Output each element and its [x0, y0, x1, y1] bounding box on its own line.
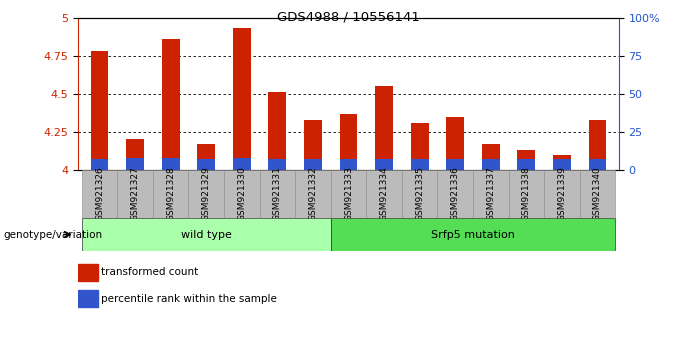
Bar: [482, 159, 500, 170]
Bar: [339, 114, 358, 170]
Bar: [367, 170, 402, 218]
Bar: [188, 170, 224, 218]
Bar: [233, 28, 251, 170]
Bar: [90, 159, 108, 170]
Bar: [330, 170, 367, 218]
Text: percentile rank within the sample: percentile rank within the sample: [101, 294, 277, 304]
Text: GSM921329: GSM921329: [202, 166, 211, 221]
Text: GSM921328: GSM921328: [166, 166, 175, 221]
Text: GSM921335: GSM921335: [415, 166, 424, 221]
Bar: [304, 120, 322, 170]
Text: GSM921327: GSM921327: [131, 166, 139, 221]
Bar: [446, 117, 464, 170]
Bar: [118, 170, 153, 218]
Bar: [589, 120, 607, 170]
Text: GSM921339: GSM921339: [558, 166, 566, 221]
Bar: [260, 170, 295, 218]
Bar: [579, 170, 615, 218]
Bar: [509, 170, 544, 218]
Bar: [78, 290, 98, 307]
Text: GSM921333: GSM921333: [344, 166, 353, 221]
Bar: [304, 159, 322, 170]
Text: wild type: wild type: [181, 229, 232, 240]
Bar: [402, 170, 437, 218]
Text: genotype/variation: genotype/variation: [3, 229, 103, 240]
Text: GSM921337: GSM921337: [486, 166, 495, 221]
Bar: [197, 144, 215, 170]
Bar: [269, 92, 286, 170]
Bar: [482, 144, 500, 170]
Bar: [269, 159, 286, 170]
Text: GDS4988 / 10556141: GDS4988 / 10556141: [277, 11, 420, 24]
Bar: [126, 139, 144, 170]
Text: GSM921334: GSM921334: [379, 166, 388, 221]
Text: GSM921331: GSM921331: [273, 166, 282, 221]
Bar: [197, 159, 215, 170]
Bar: [295, 170, 330, 218]
Bar: [90, 51, 108, 170]
Text: GSM921340: GSM921340: [593, 166, 602, 221]
Text: GSM921336: GSM921336: [451, 166, 460, 221]
Bar: [126, 158, 144, 170]
Bar: [162, 158, 180, 170]
Text: GSM921338: GSM921338: [522, 166, 531, 221]
Bar: [78, 264, 98, 281]
Bar: [411, 159, 428, 170]
Text: Srfp5 mutation: Srfp5 mutation: [431, 229, 515, 240]
Bar: [437, 170, 473, 218]
Bar: [82, 170, 118, 218]
Bar: [589, 159, 607, 170]
Bar: [553, 155, 571, 170]
Bar: [330, 218, 615, 251]
Bar: [446, 159, 464, 170]
Text: GSM921330: GSM921330: [237, 166, 246, 221]
Bar: [411, 123, 428, 170]
Text: GSM921326: GSM921326: [95, 166, 104, 221]
Bar: [375, 86, 393, 170]
Bar: [553, 159, 571, 170]
Bar: [162, 39, 180, 170]
Text: GSM921332: GSM921332: [309, 166, 318, 221]
Bar: [233, 158, 251, 170]
Bar: [339, 159, 358, 170]
Bar: [153, 170, 188, 218]
Bar: [375, 159, 393, 170]
Bar: [517, 150, 535, 170]
Bar: [224, 170, 260, 218]
Bar: [544, 170, 579, 218]
Bar: [517, 159, 535, 170]
Text: transformed count: transformed count: [101, 267, 198, 277]
Bar: [82, 218, 330, 251]
Bar: [473, 170, 509, 218]
